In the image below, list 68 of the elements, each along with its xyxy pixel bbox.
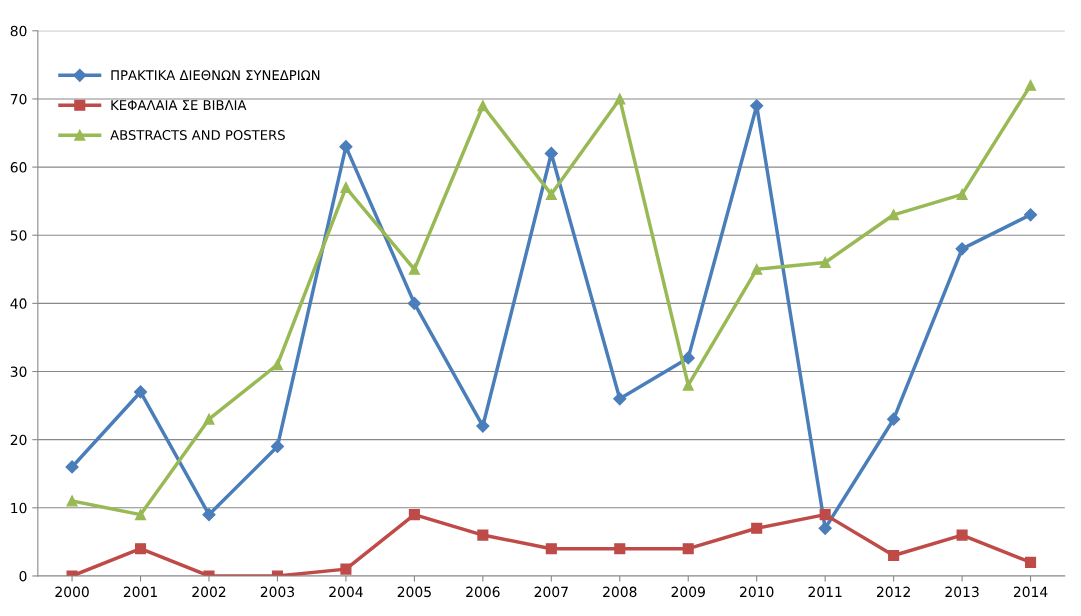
point [613,392,627,406]
point [614,93,626,105]
x-tick-label: 2012 [876,586,910,598]
x-tick-label: 2013 [945,586,979,598]
point [407,296,421,310]
point [888,209,900,221]
point [66,495,78,507]
x-tick-label: 2011 [808,586,842,598]
point [270,439,285,454]
y-tick-label: 70 [10,93,27,105]
point [408,263,420,275]
point [682,543,694,555]
point [65,460,79,474]
y-tick-label: 50 [10,230,27,241]
point [819,256,831,269]
y-tick-label: 0 [19,570,27,582]
y-tick-label: 10 [11,502,27,514]
legend-label: ABSTRACTS AND POSTERS [110,130,285,140]
x-tick-label: 2006 [466,586,500,598]
point [133,385,148,399]
point [682,379,694,391]
point [819,509,831,521]
x-tick-label: 2010 [740,586,774,598]
point [887,412,901,426]
x-tick-label: 2009 [671,586,705,598]
point [956,188,968,200]
point [477,100,489,112]
point [340,563,352,575]
point [681,351,695,365]
x-tick-label: 2005 [397,586,431,598]
x-tick-label: 2003 [260,586,295,598]
point [339,140,353,154]
x-tick-label: 2014 [1013,586,1048,598]
point [476,419,490,433]
point [477,529,489,541]
point [750,99,764,113]
point [203,413,215,425]
legend-label: ΠΡΑΚΤΙΚΑ ΔΙΕΘΝΩΝ ΣΥΝΕΔΡΙΩΝ [111,70,320,81]
legend-label: ΚΕΦΑΛΑΙΑ ΣΕ ΒΙΒΛΙΑ [111,100,247,110]
x-tick-label: 2004 [329,586,363,598]
point [614,543,626,555]
x-tick-label: 2001 [123,586,157,598]
point [955,242,969,256]
point [408,509,420,521]
y-tick-label: 60 [10,162,27,173]
point [545,188,557,200]
point [888,549,900,562]
point [271,359,284,371]
x-tick-label: 2000 [55,586,89,598]
point [340,181,352,194]
point [751,522,763,534]
y-tick-label: 20 [10,434,27,446]
point [134,509,147,521]
x-tick-label: 2002 [192,586,226,598]
point [545,543,557,555]
point [818,521,832,535]
y-tick-label: 80 [10,25,27,37]
y-tick-label: 30 [10,366,27,377]
point [956,529,968,541]
point [202,508,216,522]
x-tick-label: 2007 [534,586,568,598]
point [1024,79,1037,91]
point [751,263,763,275]
y-tick-label: 40 [10,298,27,309]
point [1023,208,1038,222]
x-tick-label: 2008 [603,586,637,598]
point [1024,556,1037,568]
point [134,543,147,555]
